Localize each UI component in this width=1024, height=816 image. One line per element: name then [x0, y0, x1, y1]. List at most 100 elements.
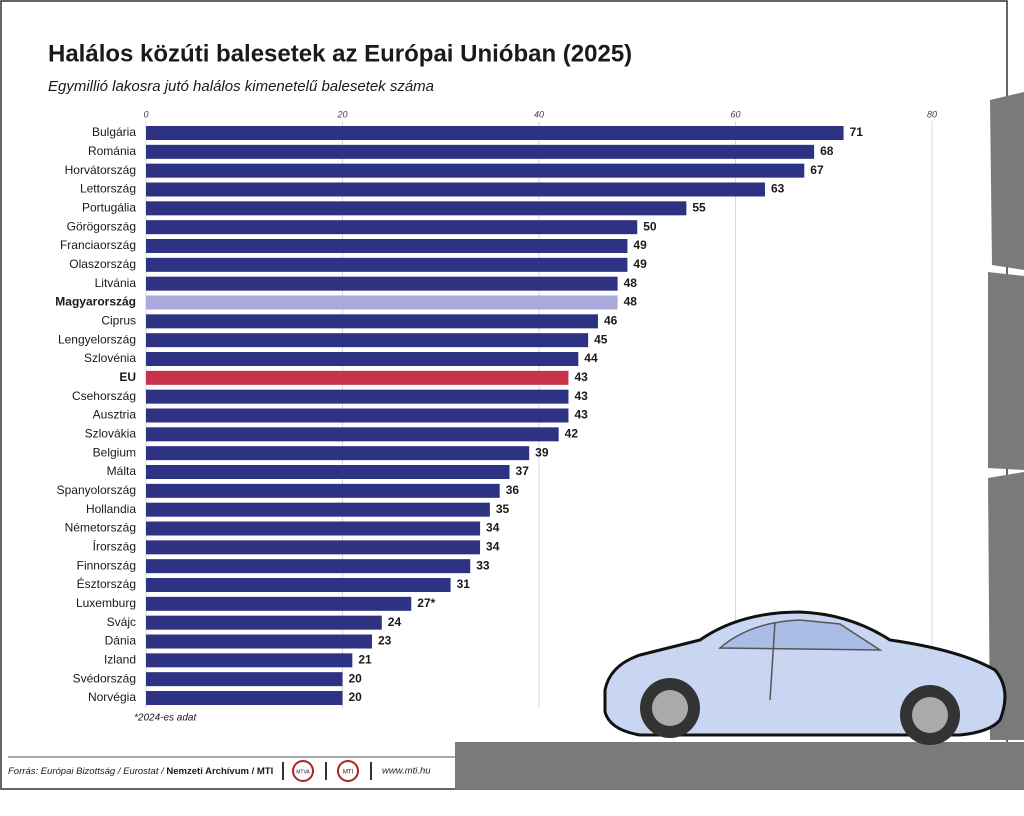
y-tick-label: EU: [119, 370, 136, 384]
bar: [146, 333, 589, 348]
y-tick-label: Finnország: [77, 558, 136, 572]
bar: [146, 427, 559, 442]
bar: [146, 691, 343, 705]
value-label: 31: [457, 577, 471, 591]
bar: [146, 389, 569, 404]
y-tick-label: Olaszország: [69, 257, 136, 271]
value-label: 49: [633, 238, 647, 252]
y-tick-label: Portugália: [82, 201, 136, 215]
footnote: *2024-es adat: [134, 713, 197, 724]
y-tick-label: Svájc: [107, 615, 136, 629]
bar: [146, 615, 382, 630]
bar: [146, 465, 510, 479]
value-label: 20: [349, 671, 363, 685]
value-label: 48: [624, 295, 638, 309]
value-label: 50: [643, 219, 657, 233]
y-tick-label: Hollandia: [86, 502, 136, 516]
value-label: 33: [476, 558, 490, 572]
y-tick-label: Írország: [93, 539, 136, 554]
y-tick-label: Svédország: [73, 671, 136, 685]
car-illustration: [603, 610, 1007, 745]
y-tick-label: Litvánia: [95, 276, 137, 290]
bar: [146, 521, 481, 536]
wall: [988, 272, 1024, 470]
y-tick-label: Belgium: [93, 445, 136, 459]
bar: [146, 257, 628, 272]
value-label: 43: [574, 408, 588, 422]
bar: [146, 370, 569, 385]
y-tick-label: Lengyelország: [58, 332, 136, 346]
bar: [146, 239, 628, 253]
logo: [292, 760, 314, 782]
source-prefix: Forrás: Európai Bizottság / Eurostat /: [8, 766, 166, 777]
value-label: 42: [565, 427, 579, 441]
bar: [146, 634, 372, 649]
value-label: 43: [574, 389, 588, 403]
bar: [146, 276, 618, 291]
bar: [146, 201, 687, 216]
value-label: 48: [624, 276, 638, 290]
value-label: 24: [388, 615, 402, 629]
x-tick-label: 0: [143, 109, 148, 119]
bar: [146, 672, 343, 687]
value-label: 37: [516, 464, 530, 478]
x-tick-label: 80: [927, 109, 937, 119]
y-tick-label: Málta: [107, 464, 137, 478]
value-label: 49: [633, 257, 647, 271]
bar: [146, 578, 451, 592]
value-label: 44: [584, 351, 598, 365]
y-tick-label: Norvégia: [88, 690, 136, 704]
value-label: 67: [810, 163, 824, 177]
bar: [146, 446, 530, 461]
bar: [146, 502, 490, 517]
value-label: 21: [358, 653, 372, 667]
y-tick-label: Észtország: [77, 576, 136, 591]
y-tick-label: Bulgária: [92, 125, 136, 139]
y-tick-label: Luxemburg: [76, 596, 136, 610]
bar: [146, 483, 500, 498]
bar: [146, 220, 638, 235]
y-tick-label: Spanyolország: [57, 483, 136, 497]
source: Forrás: Európai Bizottság / Eurostat / N…: [8, 766, 273, 777]
y-tick-label: Dánia: [105, 634, 137, 648]
value-label: 20: [349, 690, 363, 704]
value-label: 63: [771, 182, 785, 196]
y-tick-label: Magyarország: [55, 295, 136, 309]
y-tick-label: Németország: [65, 521, 136, 535]
y-tick-label: Csehország: [72, 389, 136, 403]
x-tick-label: 60: [730, 109, 740, 119]
value-label: 34: [486, 521, 500, 535]
source-bold: Nemzeti Archívum / MTI: [166, 766, 273, 777]
bar: [146, 295, 618, 310]
x-tick-label: 20: [336, 109, 347, 119]
y-tick-label: Szlovénia: [84, 351, 136, 365]
logo-text: MTVA: [296, 769, 310, 775]
logo-text: MTI: [343, 770, 354, 776]
bar: [146, 314, 598, 329]
bar: [146, 596, 412, 611]
bar: [146, 559, 471, 574]
value-label: 36: [506, 483, 520, 497]
value-label: 43: [574, 370, 588, 384]
bar: [146, 408, 569, 423]
value-label: 55: [692, 201, 706, 215]
value-label: 46: [604, 314, 618, 328]
bar: [146, 182, 765, 197]
value-label: 27*: [417, 596, 435, 610]
chart-subtitle: Egymillió lakosra jutó halálos kimenetel…: [48, 78, 434, 95]
value-label: 68: [820, 144, 834, 158]
x-tick-label: 40: [534, 109, 544, 119]
bar: [146, 163, 805, 178]
chart-title: Halálos közúti balesetek az Európai Unió…: [48, 40, 632, 67]
value-label: 39: [535, 445, 549, 459]
bar: [146, 352, 579, 366]
bar: [146, 653, 353, 668]
y-tick-label: Szlovákia: [85, 427, 137, 441]
y-tick-label: Románia: [88, 144, 136, 158]
value-label: 71: [850, 125, 864, 139]
url: www.mti.hu: [382, 766, 431, 777]
y-tick-label: Franciaország: [60, 238, 136, 252]
logo: [337, 760, 359, 782]
bar: [146, 144, 815, 159]
